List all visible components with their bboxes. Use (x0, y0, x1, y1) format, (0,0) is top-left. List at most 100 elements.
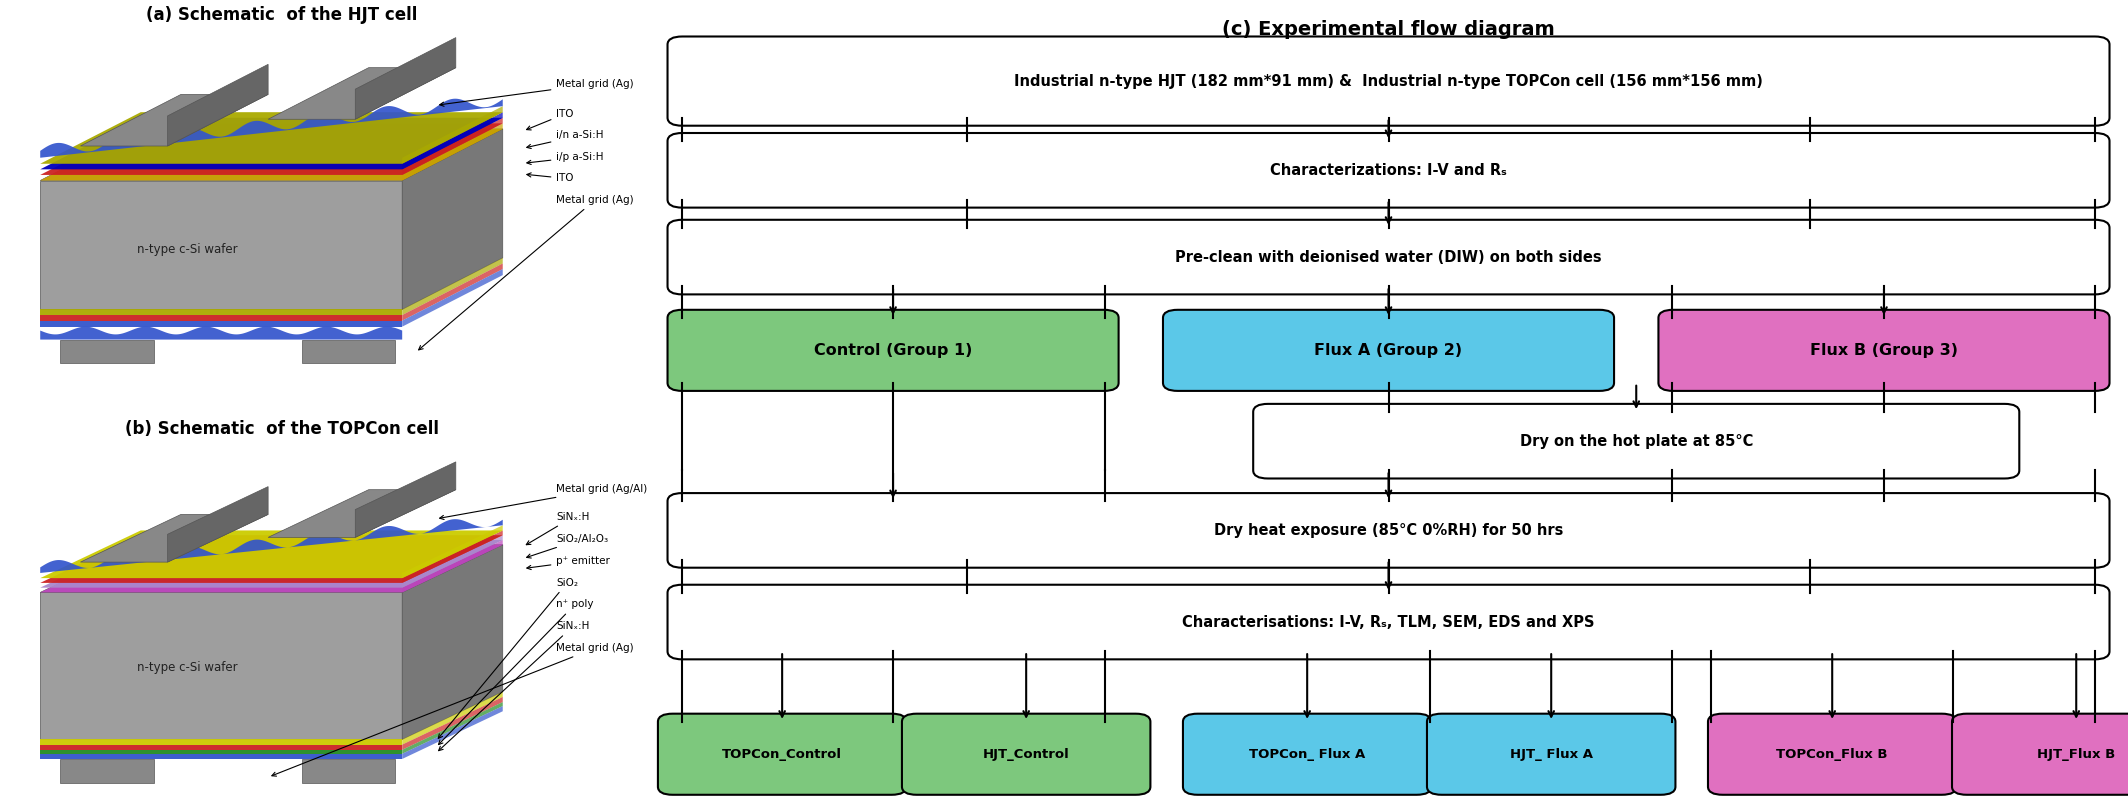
FancyBboxPatch shape (1253, 404, 2019, 478)
Polygon shape (355, 462, 455, 538)
Polygon shape (40, 545, 502, 592)
Text: Metal grid (Ag): Metal grid (Ag) (440, 79, 634, 106)
Polygon shape (402, 702, 502, 753)
Polygon shape (302, 759, 396, 783)
Polygon shape (60, 340, 153, 363)
Text: ITO: ITO (526, 109, 575, 130)
Text: SiNₓ:H: SiNₓ:H (526, 512, 589, 545)
FancyBboxPatch shape (668, 585, 2109, 659)
Text: i/p a-Si:H: i/p a-Si:H (528, 152, 604, 165)
Polygon shape (40, 320, 402, 327)
Polygon shape (168, 64, 268, 146)
Text: SiNₓ:H: SiNₓ:H (438, 621, 589, 751)
Polygon shape (402, 530, 502, 583)
Polygon shape (402, 106, 502, 164)
Polygon shape (40, 519, 502, 573)
Text: Control (Group 1): Control (Group 1) (813, 343, 972, 358)
Text: (b) Schematic  of the TOPCon cell: (b) Schematic of the TOPCon cell (126, 419, 438, 438)
Text: Metal grid (Ag): Metal grid (Ag) (272, 643, 634, 776)
Polygon shape (40, 535, 502, 583)
Polygon shape (40, 592, 402, 740)
Polygon shape (402, 535, 502, 588)
Polygon shape (268, 67, 455, 119)
Text: n-type c-Si wafer: n-type c-Si wafer (138, 242, 238, 255)
FancyBboxPatch shape (668, 493, 2109, 568)
Polygon shape (402, 123, 502, 181)
FancyBboxPatch shape (668, 220, 2109, 294)
Text: Industrial n-type HJT (182 mm*91 mm) &  Industrial n-type TOPCon cell (156 mm*15: Industrial n-type HJT (182 mm*91 mm) & I… (1015, 74, 1762, 88)
Polygon shape (40, 310, 402, 315)
FancyBboxPatch shape (1183, 714, 1432, 795)
Text: Pre-clean with deionised water (DIW) on both sides: Pre-clean with deionised water (DIW) on … (1175, 250, 1602, 264)
Polygon shape (402, 540, 502, 592)
Text: TOPCon_ Flux A: TOPCon_ Flux A (1249, 748, 1366, 761)
Polygon shape (40, 181, 402, 310)
Text: HJT_Control: HJT_Control (983, 748, 1070, 761)
Polygon shape (402, 692, 502, 744)
Polygon shape (268, 490, 455, 538)
Polygon shape (40, 545, 502, 592)
Polygon shape (402, 112, 502, 169)
Polygon shape (402, 269, 502, 327)
Text: TOPCon_Control: TOPCon_Control (721, 748, 843, 761)
Polygon shape (355, 37, 455, 119)
Text: n-type c-Si wafer: n-type c-Si wafer (138, 662, 238, 675)
Polygon shape (402, 258, 502, 315)
Text: n⁺ poly: n⁺ poly (438, 599, 594, 744)
Polygon shape (402, 526, 502, 578)
Polygon shape (168, 487, 268, 562)
FancyBboxPatch shape (1658, 310, 2109, 391)
Text: (c) Experimental flow diagram: (c) Experimental flow diagram (1221, 20, 1556, 39)
Text: (a) Schematic  of the HJT cell: (a) Schematic of the HJT cell (147, 6, 417, 24)
FancyBboxPatch shape (668, 310, 1119, 391)
FancyBboxPatch shape (1951, 714, 2128, 795)
Text: Dry on the hot plate at 85°C: Dry on the hot plate at 85°C (1519, 434, 1753, 448)
Text: SiO₂: SiO₂ (438, 577, 579, 738)
FancyBboxPatch shape (668, 36, 2109, 126)
Polygon shape (402, 697, 502, 750)
FancyBboxPatch shape (1164, 310, 1613, 391)
Text: Characterisations: I-V, Rₛ, TLM, SEM, EDS and XPS: Characterisations: I-V, Rₛ, TLM, SEM, ED… (1183, 615, 1594, 629)
Polygon shape (402, 118, 502, 175)
Polygon shape (402, 545, 502, 740)
Text: Dry heat exposure (85°C 0%RH) for 50 hrs: Dry heat exposure (85°C 0%RH) for 50 hrs (1213, 523, 1564, 538)
Polygon shape (40, 99, 502, 158)
FancyBboxPatch shape (1709, 714, 1956, 795)
Text: Metal grid (Ag): Metal grid (Ag) (419, 195, 634, 350)
Polygon shape (402, 129, 502, 310)
Text: Characterizations: I-V and Rₛ: Characterizations: I-V and Rₛ (1270, 163, 1507, 178)
Text: i/n a-Si:H: i/n a-Si:H (528, 131, 604, 148)
Polygon shape (40, 129, 502, 181)
Text: Flux B (Group 3): Flux B (Group 3) (1811, 343, 1958, 358)
Text: p⁺ emitter: p⁺ emitter (528, 556, 611, 569)
Polygon shape (40, 753, 402, 759)
Polygon shape (40, 315, 402, 320)
Polygon shape (60, 759, 153, 783)
Polygon shape (402, 706, 502, 759)
Polygon shape (40, 540, 502, 588)
Polygon shape (40, 530, 502, 578)
FancyBboxPatch shape (1428, 714, 1675, 795)
Text: HJT_Flux B: HJT_Flux B (2036, 748, 2115, 761)
FancyBboxPatch shape (658, 714, 907, 795)
Polygon shape (40, 744, 402, 750)
Text: HJT_ Flux A: HJT_ Flux A (1509, 748, 1592, 761)
FancyBboxPatch shape (668, 133, 2109, 208)
Text: Flux A (Group 2): Flux A (Group 2) (1315, 343, 1462, 358)
Polygon shape (81, 94, 268, 146)
Polygon shape (40, 327, 402, 340)
Polygon shape (40, 740, 402, 744)
Polygon shape (40, 112, 502, 164)
Polygon shape (402, 264, 502, 320)
Text: SiO₂/Al₂O₃: SiO₂/Al₂O₃ (526, 534, 609, 558)
FancyBboxPatch shape (902, 714, 1151, 795)
Polygon shape (40, 750, 402, 753)
Polygon shape (81, 514, 268, 562)
Text: Metal grid (Ag/Al): Metal grid (Ag/Al) (440, 484, 647, 520)
Text: TOPCon_Flux B: TOPCon_Flux B (1777, 748, 1888, 761)
Text: ITO: ITO (528, 173, 575, 183)
Polygon shape (302, 340, 396, 363)
Polygon shape (40, 123, 502, 175)
Polygon shape (40, 129, 502, 181)
Polygon shape (40, 118, 502, 169)
